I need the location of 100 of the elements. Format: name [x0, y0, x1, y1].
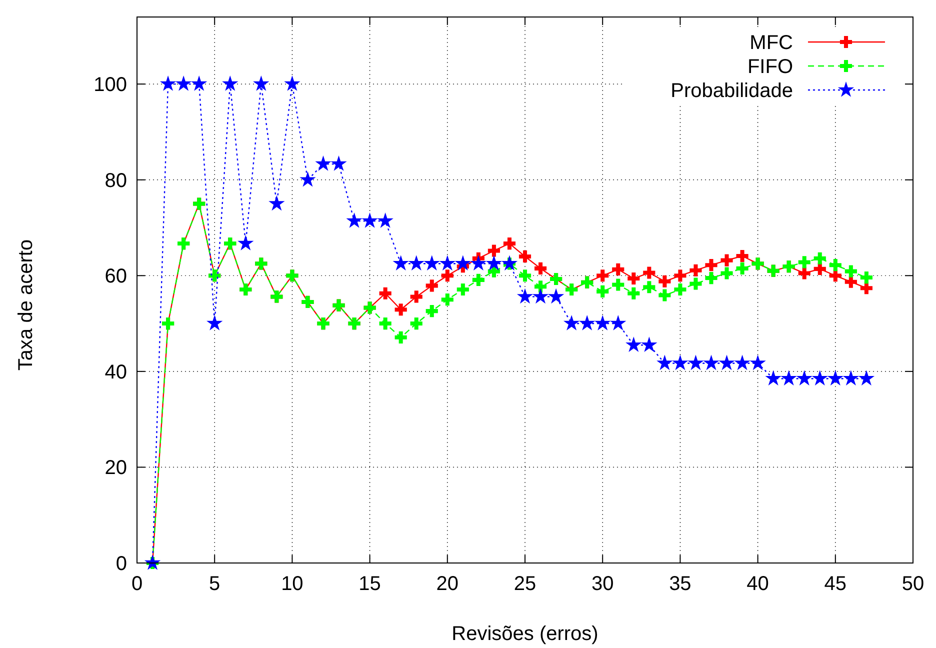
- point: [516, 288, 534, 304]
- point: [827, 370, 844, 386]
- point: [628, 287, 640, 300]
- x-tick-label: 30: [591, 573, 614, 595]
- point: [596, 270, 609, 282]
- point: [736, 250, 748, 262]
- point: [718, 354, 735, 370]
- point: [532, 288, 549, 304]
- legend-label: MFC: [750, 32, 793, 54]
- point: [705, 259, 718, 272]
- point: [814, 262, 826, 275]
- point: [736, 262, 748, 274]
- point: [796, 370, 812, 386]
- point: [720, 254, 733, 266]
- point: [643, 266, 656, 279]
- point: [674, 270, 686, 282]
- point: [424, 255, 440, 271]
- point: [503, 238, 516, 250]
- point: [346, 212, 362, 228]
- point: [238, 235, 254, 250]
- point: [596, 285, 609, 298]
- point: [858, 370, 875, 386]
- y-tick-label: 100: [94, 74, 127, 96]
- point: [408, 255, 424, 271]
- y-axis-title: Taxa de acerto: [15, 239, 37, 371]
- y-tick-label: 0: [116, 553, 127, 575]
- point: [472, 274, 484, 286]
- point: [690, 278, 702, 290]
- point: [844, 265, 857, 278]
- point: [410, 317, 422, 330]
- point: [703, 354, 720, 370]
- legend-label: Probabilidade: [670, 80, 793, 102]
- x-tick-label: 0: [131, 573, 143, 595]
- point: [814, 252, 826, 264]
- point: [206, 315, 223, 330]
- point: [750, 354, 766, 370]
- point: [191, 76, 208, 91]
- point: [392, 255, 409, 271]
- x-tick-label: 50: [902, 573, 924, 595]
- point: [688, 354, 704, 370]
- point: [860, 282, 872, 294]
- point: [456, 283, 469, 296]
- point: [765, 370, 782, 386]
- y-tick-label: 80: [104, 170, 127, 192]
- point: [441, 294, 454, 306]
- x-tick-label: 45: [824, 573, 847, 595]
- point: [160, 76, 176, 91]
- point: [842, 370, 859, 386]
- point: [656, 354, 673, 370]
- point: [690, 264, 702, 276]
- point: [426, 280, 438, 292]
- point: [486, 255, 502, 271]
- point: [454, 255, 471, 271]
- point: [394, 331, 407, 344]
- point: [518, 250, 532, 263]
- point: [315, 156, 332, 171]
- point: [175, 76, 192, 91]
- point: [379, 317, 392, 330]
- x-tick-label: 20: [436, 573, 459, 595]
- x-tick-label: 5: [209, 573, 220, 595]
- point: [362, 212, 378, 228]
- point: [829, 270, 842, 282]
- point: [284, 76, 300, 91]
- point: [780, 370, 797, 386]
- point: [829, 259, 842, 272]
- point: [594, 315, 611, 330]
- x-tick-label: 35: [669, 573, 692, 595]
- point: [222, 76, 238, 91]
- point: [379, 287, 392, 300]
- point: [734, 354, 750, 370]
- point: [268, 195, 285, 211]
- point: [612, 278, 624, 291]
- point: [563, 315, 580, 330]
- point: [410, 290, 422, 303]
- point: [612, 263, 624, 276]
- point: [534, 262, 547, 274]
- point: [470, 255, 487, 271]
- point: [643, 281, 656, 294]
- point: [426, 305, 438, 318]
- x-tick-label: 40: [746, 573, 769, 595]
- point: [300, 171, 316, 187]
- point: [610, 315, 626, 330]
- point: [488, 244, 500, 257]
- legend-label: FIFO: [747, 56, 793, 78]
- y-tick-label: 40: [104, 361, 127, 384]
- point: [672, 354, 688, 370]
- point: [720, 267, 733, 280]
- point: [548, 288, 564, 304]
- point: [626, 336, 642, 352]
- point: [628, 272, 640, 285]
- point: [658, 289, 671, 302]
- point: [798, 256, 810, 268]
- point: [253, 76, 270, 91]
- point: [674, 283, 686, 296]
- point: [798, 267, 810, 280]
- point: [330, 156, 347, 171]
- point: [641, 336, 658, 352]
- point: [658, 275, 671, 288]
- y-tick-label: 60: [104, 266, 127, 288]
- x-tick-label: 25: [514, 573, 536, 595]
